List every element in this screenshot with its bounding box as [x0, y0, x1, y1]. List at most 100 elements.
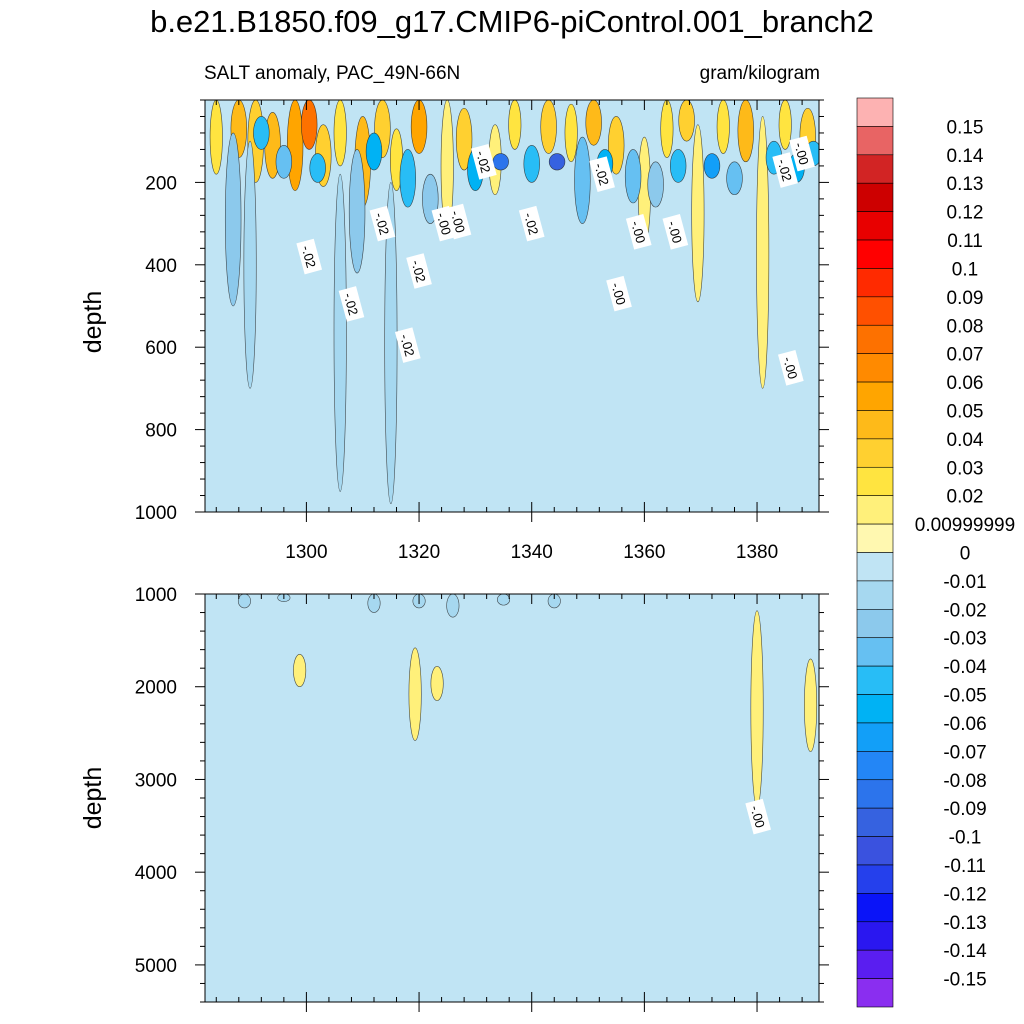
- field-feature: [253, 116, 270, 150]
- contour-label: -.02: [772, 152, 799, 188]
- field-feature: [716, 100, 730, 154]
- field-feature: [275, 145, 293, 179]
- field-feature: [691, 124, 705, 303]
- colorbar-swatch: [856, 864, 894, 894]
- y-tick-label: 5000: [135, 956, 177, 977]
- field-feature: [293, 653, 307, 688]
- colorbar-swatch: [856, 978, 894, 1008]
- contour-label-bg: [369, 205, 396, 242]
- colorbar-label: 0.13: [947, 174, 984, 195]
- field-feature: [756, 116, 770, 389]
- y-tick-label: 4000: [135, 863, 177, 884]
- contour-label-text: -.00: [608, 281, 628, 307]
- colorbar-label: -0.12: [943, 884, 986, 905]
- plot-background: [205, 594, 819, 1002]
- field-feature: [726, 161, 743, 196]
- colorbar-swatch: [856, 410, 894, 440]
- field-feature: [778, 100, 792, 150]
- colorbar-label: 0.00999999: [915, 515, 1015, 536]
- contour-label-bg: [406, 253, 432, 289]
- contour-label: -.02: [589, 156, 615, 192]
- field-feature: [399, 149, 416, 208]
- field-feature: [410, 100, 428, 154]
- colorbar-label: 0.05: [947, 401, 984, 422]
- field-feature: [737, 100, 754, 163]
- contour-label-bg: [789, 135, 815, 172]
- field-feature: [540, 100, 557, 154]
- plot-frame: [204, 99, 820, 513]
- field-feature: [384, 182, 398, 505]
- field-feature: [348, 149, 366, 274]
- field-feature: [523, 145, 540, 183]
- colorbar-swatch: [856, 182, 894, 212]
- field-feature: [209, 100, 223, 175]
- contour-label-bg: [471, 144, 497, 180]
- contour-label-bg: [745, 798, 771, 835]
- field-feature: [585, 100, 602, 146]
- colorbar-label: -0.03: [943, 629, 986, 650]
- contour-label-text: -.02: [775, 157, 795, 183]
- field-feature: [224, 132, 242, 307]
- x-tick-label: 1360: [623, 542, 665, 563]
- field-feature: [446, 594, 460, 618]
- colorbar-label: -0.13: [943, 913, 986, 934]
- chart-title: b.e21.B1850.f09_g17.CMIP6-piControl.001_…: [150, 4, 874, 39]
- colorbar-swatch: [856, 381, 894, 411]
- colorbar-swatch: [856, 893, 894, 923]
- contour-label: -.00: [445, 203, 472, 240]
- field-feature: [624, 149, 642, 204]
- y-tick-label: 1000: [135, 503, 177, 524]
- colorbar-label: -0.08: [943, 771, 986, 792]
- colorbar-swatch: [856, 126, 894, 156]
- contour-label-bg: [606, 275, 632, 312]
- field-feature: [647, 161, 664, 208]
- contour-label-bg: [625, 214, 652, 250]
- colorbar-swatch: [856, 523, 894, 553]
- contour-label-text: -.00: [791, 141, 811, 167]
- contour-label: -.02: [406, 253, 432, 289]
- contour-label: -.00: [778, 350, 804, 386]
- field-feature: [548, 153, 566, 171]
- contour-label-text: -.02: [521, 211, 541, 237]
- colorbar-label: -0.15: [943, 970, 986, 991]
- y-axis: 1000 2000 3000 4000 5000: [135, 585, 829, 1003]
- field-feature: [365, 132, 383, 171]
- contour-label: -.02: [394, 327, 421, 363]
- field-feature: [508, 100, 522, 150]
- contour-label: -.02: [518, 205, 545, 242]
- colorbar-swatch: [856, 665, 894, 695]
- colorbar-label: 0.06: [947, 373, 984, 394]
- field-feature: [678, 100, 695, 142]
- colorbar-swatch: [856, 268, 894, 298]
- contour-label: -.00: [606, 275, 632, 312]
- contour-label-text: -.00: [780, 355, 800, 381]
- colorbar-swatch: [856, 211, 894, 241]
- colorbar-swatch: [856, 495, 894, 525]
- field-feature: [408, 647, 422, 741]
- colorbar-swatch: [856, 466, 894, 496]
- field-layer: -.00: [237, 594, 818, 835]
- contour-label-text: -.00: [628, 219, 648, 245]
- colorbar-label: -0.02: [943, 600, 986, 621]
- x-axis: [215, 594, 803, 1012]
- contour-label-text: -.02: [341, 291, 361, 317]
- field-feature: [547, 594, 561, 609]
- colorbar-label: 0.08: [947, 316, 984, 337]
- y-axis: 200 400 600 800 1000: [135, 99, 829, 524]
- field-feature: [455, 107, 473, 171]
- colorbar-label: 0.12: [947, 203, 984, 224]
- field-feature: [574, 136, 591, 224]
- colorbar-swatch: [856, 552, 894, 582]
- contour-label: -.02: [471, 144, 497, 180]
- field-feature: [367, 594, 381, 613]
- colorbar-swatch: [856, 836, 894, 866]
- field-feature: [660, 100, 674, 158]
- field-feature: [301, 100, 318, 150]
- colorbar-swatch: [856, 722, 894, 752]
- field-feature: [703, 153, 721, 179]
- colorbar-label: -0.07: [943, 742, 986, 763]
- colorbar-label: 0.11: [947, 231, 983, 252]
- x-axis: 1300 1320 1340 1360 1380: [215, 100, 803, 563]
- colorbar-swatch: [856, 751, 894, 781]
- contour-label-text: -.02: [397, 333, 417, 359]
